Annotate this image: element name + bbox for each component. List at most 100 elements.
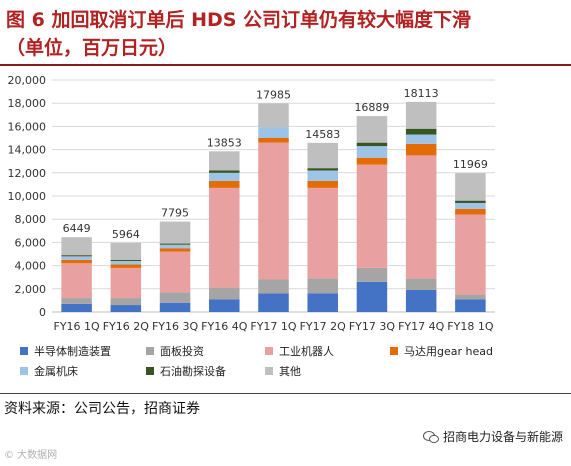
legend-item: 石油勘探设备 [146, 363, 226, 379]
bar-segment [61, 303, 92, 312]
bar-segment [61, 259, 92, 264]
bar-segment [258, 279, 289, 294]
bar-segment [159, 243, 191, 245]
bar-segment [61, 298, 92, 304]
bar-segment [258, 138, 289, 143]
bar-segment [455, 202, 486, 209]
bar-segment [405, 278, 437, 290]
bar-segment [258, 103, 289, 128]
bar-segment [110, 267, 142, 299]
y-tick-label: 4,000 [15, 260, 47, 273]
x-tick-label: FY16 1Q [54, 320, 101, 333]
bar-segment [209, 172, 240, 181]
bar-segment [110, 305, 142, 312]
bar-segment [209, 187, 240, 288]
bar-segment [110, 298, 142, 306]
total-label: 18113 [404, 87, 439, 100]
x-tick-label: FY18 1Q [447, 320, 494, 333]
title-divider [0, 64, 571, 66]
bar-segment [258, 293, 289, 312]
bar-segment [159, 302, 191, 312]
bar-segment [307, 293, 338, 312]
legend-label: 半导体制造装置 [34, 345, 111, 358]
bar-segment [356, 116, 388, 143]
bar-segment [159, 221, 191, 244]
legend-swatch [265, 367, 273, 375]
source-note: 资料来源：公司公告，招商证券 [4, 401, 200, 417]
total-label: 7795 [161, 207, 189, 220]
y-tick-label: 12,000 [8, 167, 47, 180]
x-tick-label: FY17 2Q [300, 320, 347, 333]
legend-label: 马达用gear head [404, 345, 493, 358]
bar-segment [356, 281, 388, 312]
title-line-1: 图 6 加回取消订单后 HDS 公司订单仍有较大幅度下滑 [6, 9, 472, 31]
bar-segment [405, 155, 437, 279]
legend-label: 其他 [279, 365, 301, 378]
bar-segment [258, 142, 289, 280]
legend-swatch [146, 367, 154, 375]
bar-segment [356, 146, 388, 158]
bar-segment [209, 287, 240, 300]
stacked-bar-chart: 0 2,000 4,000 6,000 8,000 10,000 12,000 14,000 1… [8, 74, 495, 333]
bar-segment [405, 128, 437, 135]
legend-label: 石油勘探设备 [160, 365, 226, 378]
bar-segment [258, 127, 289, 138]
bar-segment [455, 294, 486, 300]
legend-swatch [20, 367, 28, 375]
x-tick-label: FY17 4Q [398, 320, 445, 333]
x-tick-label: FY17 3Q [349, 320, 396, 333]
legend-swatch [146, 347, 154, 355]
bar-segment [61, 263, 92, 299]
legend-label: 工业机器人 [279, 345, 334, 358]
watermark-right: 招商电力设备与新能源 [422, 428, 563, 445]
watermark-right-text: 招商电力设备与新能源 [442, 430, 563, 444]
bar-segment [356, 267, 388, 282]
bar-segment [307, 180, 338, 188]
bar-segment [405, 101, 437, 129]
bar-segment [455, 200, 486, 203]
figure-title: 图 6 加回取消订单后 HDS 公司订单仍有较大幅度下滑 （单位，百万日元） [6, 6, 566, 62]
bar-segment [110, 260, 142, 265]
bar-segment [455, 173, 486, 201]
bar-segment [307, 170, 338, 181]
y-tick-label: 20,000 [8, 74, 47, 87]
bar-segment [110, 242, 142, 260]
bar-segment [110, 264, 142, 268]
bar-segment [61, 256, 92, 260]
legend-item: 金属机床 [20, 363, 78, 379]
total-label: 11969 [453, 158, 488, 171]
legend-label: 金属机床 [34, 365, 78, 378]
y-tick-label: 2,000 [15, 283, 47, 296]
bar-segment [209, 180, 240, 188]
legend-item: 马达用gear head [390, 343, 493, 359]
legend-swatch [265, 347, 273, 355]
x-tick-label: FY16 4Q [201, 320, 248, 333]
y-tick-label: 8,000 [15, 213, 47, 226]
bar-segment [209, 170, 240, 173]
bar-segment [159, 251, 191, 293]
total-label: 16889 [354, 101, 389, 114]
y-tick-label: 16,000 [8, 120, 47, 133]
bar-segment [455, 214, 486, 295]
bar-segment [307, 142, 338, 169]
legend-swatch [20, 347, 28, 355]
bar-segment [356, 164, 388, 268]
total-label: 17985 [256, 88, 291, 101]
bar-segment [61, 237, 92, 256]
bar-segment [110, 259, 142, 261]
legend-item: 工业机器人 [265, 343, 334, 359]
total-label: 14583 [305, 128, 340, 141]
bar-segment [356, 157, 388, 165]
bar-segment [209, 299, 240, 312]
total-label: 6449 [63, 222, 91, 235]
x-tick-label: FY16 3Q [152, 320, 199, 333]
legend-item: 面板投资 [146, 343, 204, 359]
legend-item: 半导体制造装置 [20, 343, 111, 359]
bar-segment [209, 151, 240, 171]
legend-swatch [390, 347, 398, 355]
bar-segment [356, 142, 388, 147]
y-tick-label: 14,000 [8, 144, 47, 157]
bar-segment [159, 244, 191, 249]
y-tick-label: 10,000 [8, 190, 47, 203]
bar-segment [307, 168, 338, 171]
